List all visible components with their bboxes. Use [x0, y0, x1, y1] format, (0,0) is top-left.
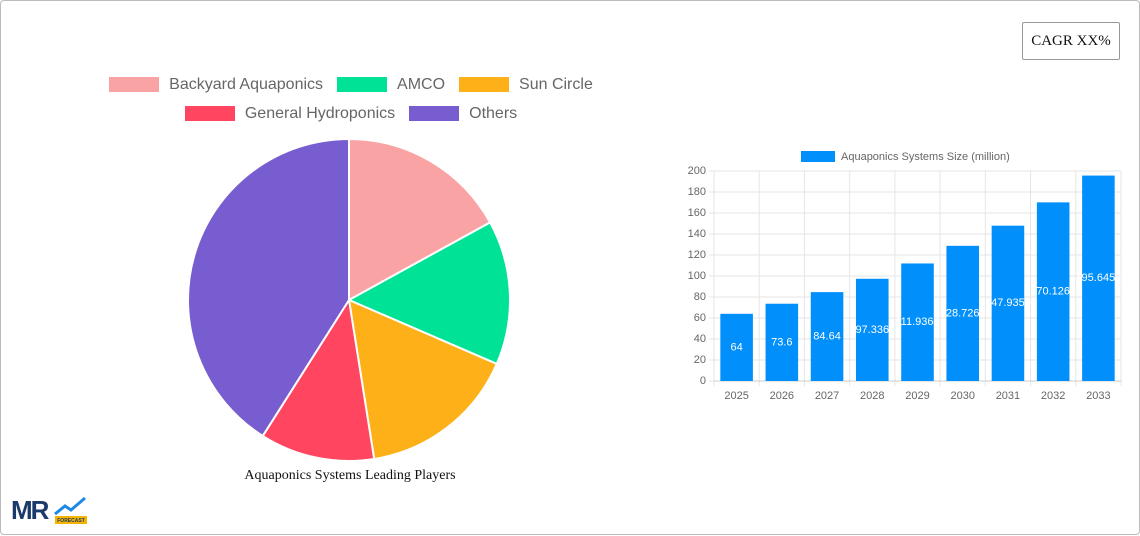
legend-item: Sun Circle: [459, 73, 593, 96]
pie-slice: [348, 137, 492, 302]
bar-value-label: 97.336: [855, 324, 889, 336]
bar: [901, 263, 934, 381]
legend-swatch: [184, 106, 235, 121]
legend-item: Others: [409, 102, 517, 125]
logo: MR FORECAST: [11, 495, 87, 525]
pie-slice: [346, 221, 511, 366]
legend-item: Backyard Aquaponics: [109, 73, 323, 96]
legend-label: Others: [469, 104, 518, 122]
x-tick-label: 2032: [1041, 390, 1065, 402]
legend-label: Sun Circle: [519, 75, 593, 93]
y-tick-label: 120: [688, 249, 706, 261]
x-tick-label: 2033: [1086, 390, 1110, 402]
y-tick-label: 140: [688, 228, 706, 240]
pie-legend: Backyard Aquaponics AMCO Sun Circle General…: [81, 73, 621, 125]
pie-slice: [347, 298, 499, 461]
bar: [946, 245, 980, 381]
logo-arrow: [54, 496, 86, 516]
bar-value-label: 195.6452: [1075, 272, 1121, 284]
pie-slice: [187, 137, 350, 438]
bar: [991, 225, 1025, 381]
bar: [855, 278, 889, 381]
legend-label: AMCO: [397, 75, 446, 93]
legend-swatch: [459, 77, 510, 92]
bar: [1082, 175, 1115, 381]
y-tick-label: 80: [694, 291, 706, 303]
legend-item: General Hydroponics: [184, 102, 396, 125]
logo-band: [55, 516, 87, 524]
x-tick-label: 2025: [724, 390, 748, 402]
logo-text: MR: [11, 495, 50, 525]
legend-label: Aquaponics Systems Size (million): [841, 151, 1010, 163]
cagr-badge: CAGR XX%: [1022, 22, 1120, 60]
bar: [810, 292, 844, 381]
bar: [1036, 202, 1070, 381]
y-tick-label: 0: [700, 375, 706, 387]
bar: [720, 313, 753, 381]
pie-slice: [261, 297, 376, 462]
legend-swatch: [409, 106, 460, 121]
bar-value-label: 111.9364: [895, 316, 939, 328]
y-tick-label: 200: [688, 165, 706, 177]
x-tick-label: 2026: [770, 390, 794, 402]
y-tick-label: 160: [688, 207, 706, 219]
y-tick-label: 180: [688, 186, 706, 198]
legend-swatch: [801, 151, 835, 162]
y-tick-label: 100: [688, 270, 706, 282]
x-tick-label: 2031: [996, 390, 1020, 402]
bar: [765, 303, 799, 381]
legend-label: Backyard Aquaponics: [169, 75, 324, 93]
bar-value-label: 73.6: [771, 336, 792, 348]
bar-value-label: 170.1262: [1030, 286, 1076, 298]
legend-swatch: [109, 77, 160, 92]
legend-label: General Hydroponics: [244, 104, 396, 122]
y-tick-label: 60: [694, 312, 706, 324]
pie-title: Aquaponics Systems Leading Players: [244, 468, 455, 483]
bar-value-label: 64: [730, 341, 742, 353]
bar-value-label: 84.64: [813, 330, 841, 342]
x-tick-label: 2030: [950, 390, 974, 402]
logo-subtext: FORECAST: [57, 518, 85, 524]
x-tick-label: 2028: [860, 390, 884, 402]
legend-swatch: [337, 77, 388, 92]
y-tick-label: 20: [694, 354, 706, 366]
bar-value-label: 147.9359: [985, 297, 1031, 309]
legend-item: AMCO: [337, 73, 445, 96]
x-tick-label: 2029: [905, 390, 929, 402]
bar-value-label: 128.7269: [940, 307, 986, 319]
x-tick-label: 2027: [815, 390, 839, 402]
y-tick-label: 40: [694, 333, 706, 345]
